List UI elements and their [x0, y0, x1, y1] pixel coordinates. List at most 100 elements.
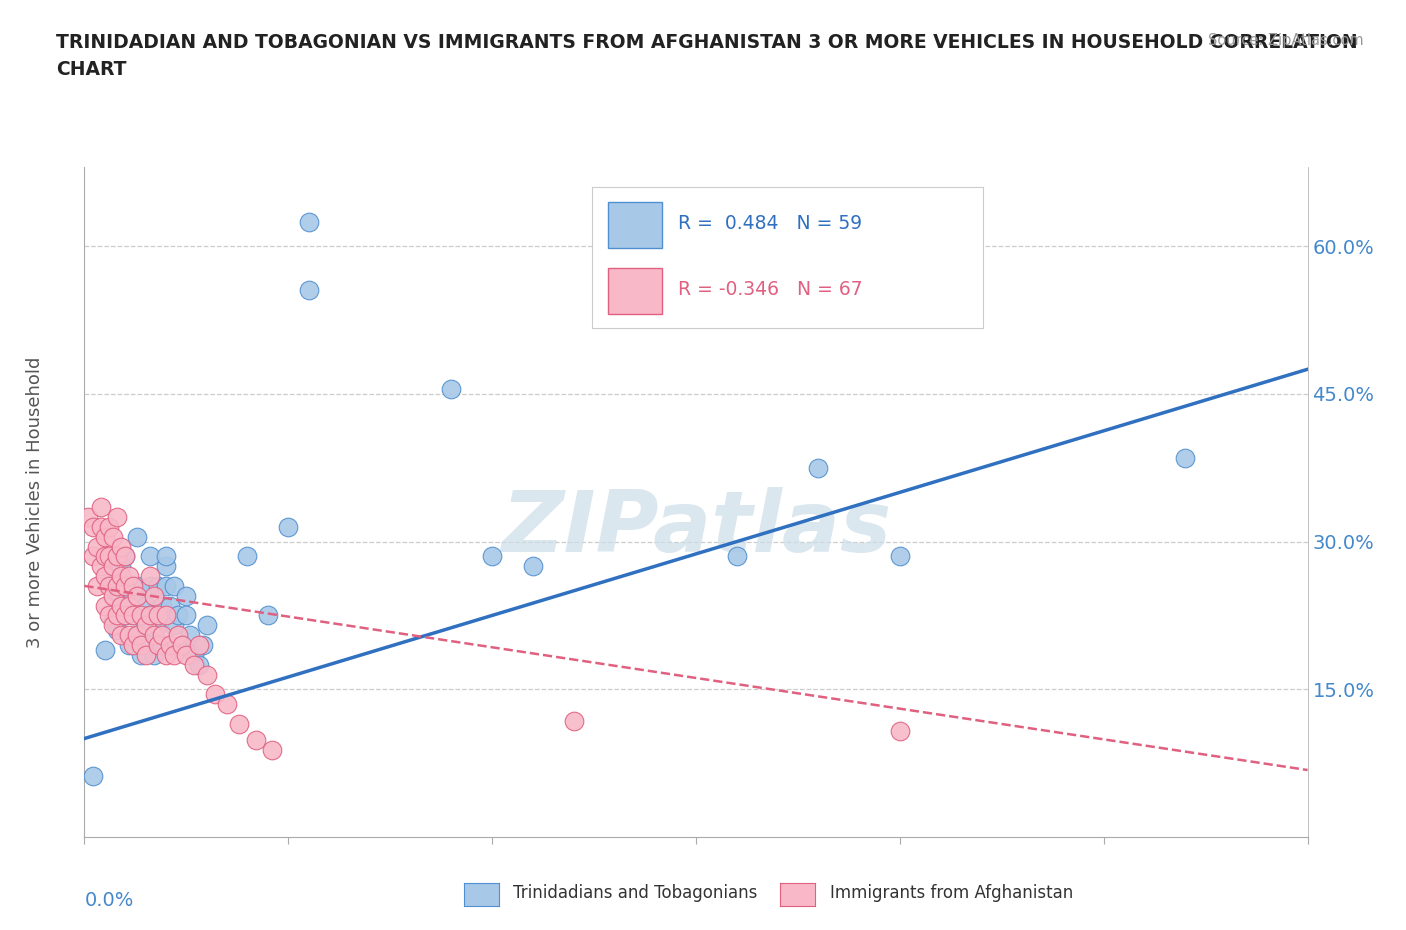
- Point: [142, 589, 165, 604]
- Point: [86, 539, 108, 554]
- Point: [135, 628, 157, 643]
- Point: [174, 589, 197, 604]
- Text: 3 or more Vehicles in Household: 3 or more Vehicles in Household: [27, 356, 44, 648]
- Point: [142, 647, 165, 662]
- Text: CHART: CHART: [56, 60, 127, 79]
- Point: [228, 716, 250, 731]
- Point: [159, 638, 181, 653]
- Point: [97, 578, 120, 593]
- Text: 0.0%: 0.0%: [84, 891, 134, 910]
- Point: [440, 381, 463, 396]
- Point: [90, 519, 112, 534]
- Point: [93, 598, 115, 613]
- Point: [105, 623, 128, 638]
- Point: [277, 519, 299, 534]
- Point: [138, 638, 160, 653]
- Point: [146, 618, 169, 632]
- Point: [135, 647, 157, 662]
- Point: [114, 549, 136, 564]
- Point: [150, 628, 173, 643]
- Point: [172, 638, 194, 653]
- Point: [86, 578, 108, 593]
- Point: [142, 608, 165, 623]
- Point: [236, 549, 259, 564]
- Point: [110, 598, 132, 613]
- Point: [135, 598, 157, 613]
- Point: [110, 559, 132, 574]
- Point: [150, 598, 173, 613]
- Point: [114, 608, 136, 623]
- Point: [82, 768, 104, 783]
- Point: [163, 647, 186, 662]
- Point: [725, 549, 748, 564]
- Point: [114, 608, 136, 623]
- Point: [174, 608, 197, 623]
- Point: [257, 608, 280, 623]
- Point: [260, 743, 283, 758]
- Point: [138, 608, 160, 623]
- Point: [122, 608, 145, 623]
- Point: [90, 499, 112, 514]
- Point: [142, 628, 165, 643]
- Point: [93, 568, 115, 583]
- Point: [118, 598, 141, 613]
- Point: [187, 658, 209, 672]
- Point: [114, 549, 136, 564]
- Point: [1174, 450, 1197, 465]
- Point: [105, 510, 128, 525]
- Point: [127, 628, 149, 643]
- Point: [163, 578, 186, 593]
- Point: [90, 559, 112, 574]
- Point: [807, 460, 830, 475]
- Point: [522, 559, 544, 574]
- Point: [105, 583, 128, 598]
- Point: [93, 643, 115, 658]
- Point: [97, 549, 120, 564]
- Point: [889, 549, 911, 564]
- Text: Source: ZipAtlas.com: Source: ZipAtlas.com: [1208, 33, 1364, 47]
- Point: [217, 697, 239, 711]
- Point: [82, 519, 104, 534]
- Point: [101, 618, 124, 632]
- Point: [179, 628, 201, 643]
- Point: [138, 578, 160, 593]
- Point: [138, 608, 160, 623]
- Point: [191, 638, 214, 653]
- Point: [118, 638, 141, 653]
- Text: ZIPatlas: ZIPatlas: [501, 487, 891, 570]
- Point: [138, 549, 160, 564]
- Point: [101, 613, 124, 628]
- Point: [93, 529, 115, 544]
- Point: [150, 638, 173, 653]
- Point: [146, 578, 169, 593]
- Point: [122, 608, 145, 623]
- Point: [155, 647, 177, 662]
- Point: [122, 589, 145, 604]
- Point: [118, 628, 141, 643]
- Point: [101, 529, 124, 544]
- Point: [167, 628, 190, 643]
- Point: [298, 214, 321, 229]
- Point: [155, 578, 177, 593]
- Point: [298, 283, 321, 298]
- Point: [101, 568, 124, 583]
- Point: [131, 628, 153, 643]
- Point: [245, 733, 267, 748]
- Point: [127, 589, 149, 604]
- Point: [127, 578, 149, 593]
- Point: [97, 608, 120, 623]
- Point: [135, 618, 157, 632]
- Point: [135, 618, 157, 632]
- Point: [105, 578, 128, 593]
- Point: [159, 598, 181, 613]
- Point: [481, 549, 503, 564]
- Point: [562, 713, 585, 728]
- Point: [110, 628, 132, 643]
- Point: [105, 549, 128, 564]
- Point: [163, 618, 186, 632]
- Point: [131, 638, 153, 653]
- Point: [82, 549, 104, 564]
- Point: [167, 608, 190, 623]
- Text: TRINIDADIAN AND TOBAGONIAN VS IMMIGRANTS FROM AFGHANISTAN 3 OR MORE VEHICLES IN : TRINIDADIAN AND TOBAGONIAN VS IMMIGRANTS…: [56, 33, 1358, 51]
- Point: [138, 568, 160, 583]
